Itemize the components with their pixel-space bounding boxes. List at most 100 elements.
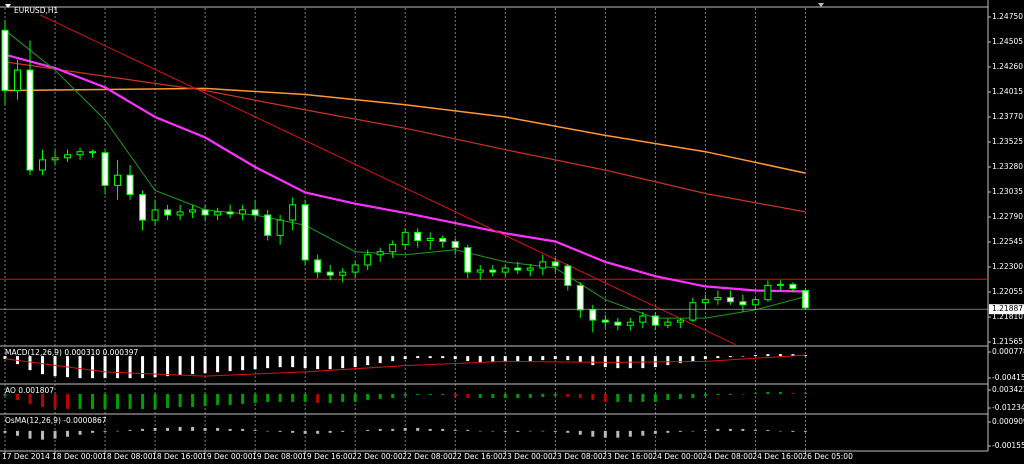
histogram-bar — [116, 393, 120, 409]
histogram-bar — [678, 356, 682, 364]
histogram-bar — [791, 392, 795, 394]
candle-body — [601, 319, 609, 323]
y-tick-label: 1.21565 — [992, 337, 1023, 346]
histogram-bar — [378, 428, 382, 431]
y-tick-label: 0.003422 — [992, 385, 1024, 394]
candle-body — [189, 209, 197, 213]
histogram-bar — [53, 430, 57, 439]
candle-body — [614, 321, 622, 326]
histogram-bar — [291, 430, 295, 433]
histogram-bar — [728, 393, 732, 395]
histogram-bar — [53, 356, 57, 377]
histogram-bar — [328, 430, 332, 433]
histogram-bar — [703, 393, 707, 396]
symbol-menu-arrow[interactable] — [5, 4, 11, 8]
histogram-bar — [616, 430, 620, 438]
y-tick-label: 1.23525 — [992, 137, 1023, 146]
histogram-bar — [478, 430, 482, 432]
candle-body — [526, 267, 534, 271]
histogram-bar — [153, 427, 157, 431]
candle-body — [151, 209, 159, 221]
histogram-bar — [441, 393, 445, 395]
histogram-bar — [653, 430, 657, 434]
histogram-bar — [341, 393, 345, 402]
y-tick-label: -0.004155 — [992, 373, 1024, 382]
histogram-bar — [241, 428, 245, 431]
histogram-bar — [41, 430, 45, 440]
candle-body — [576, 284, 584, 311]
candle-body — [514, 267, 522, 271]
histogram-bar — [291, 393, 295, 402]
candle-body — [26, 69, 34, 171]
histogram-bar — [528, 430, 532, 432]
y-tick-label: 1.22300 — [992, 262, 1023, 271]
histogram-bar — [641, 430, 645, 436]
histogram-bar — [178, 356, 182, 376]
histogram-bar — [328, 393, 332, 403]
candle-body — [714, 297, 722, 301]
candle-body — [239, 209, 247, 215]
candle-body — [201, 209, 209, 216]
y-tick-label: 1.24015 — [992, 87, 1023, 96]
histogram-bar — [716, 428, 720, 431]
histogram-bar — [303, 356, 307, 369]
histogram-bar — [203, 356, 207, 374]
indicator-line — [4, 53, 806, 293]
histogram-bar — [766, 429, 770, 431]
histogram-bar — [641, 393, 645, 402]
candle-body — [14, 69, 22, 91]
candle-body — [789, 283, 797, 289]
y-tick-label: 1.22055 — [992, 287, 1023, 296]
histogram-bar — [728, 428, 732, 431]
histogram-bar — [766, 354, 770, 357]
histogram-bar — [741, 428, 745, 431]
candle-body — [701, 299, 709, 304]
histogram-bar — [516, 393, 520, 398]
candle-body — [501, 267, 509, 273]
candle-body — [451, 241, 459, 249]
histogram-bar — [28, 356, 32, 371]
histogram-bar — [553, 356, 557, 360]
shift-marker[interactable] — [818, 3, 824, 7]
histogram-bar — [778, 391, 782, 394]
histogram-bar — [41, 356, 45, 375]
histogram-bar — [591, 356, 595, 366]
histogram-bar — [478, 356, 482, 363]
candle-body — [776, 283, 784, 286]
histogram-bar — [691, 356, 695, 362]
histogram-bar — [166, 427, 170, 431]
histogram-bar — [178, 426, 182, 431]
histogram-bar — [666, 356, 670, 366]
histogram-bar — [341, 430, 345, 432]
histogram-bar — [391, 393, 395, 398]
candle-body — [489, 269, 497, 273]
histogram-bar — [128, 393, 132, 409]
x-tick-label: 23 Dec 00:00 — [502, 452, 553, 461]
histogram-bar — [716, 356, 720, 359]
candle-body — [414, 231, 422, 241]
histogram-bar — [66, 430, 70, 437]
histogram-bar — [603, 356, 607, 368]
y-tick-label: 1.23035 — [992, 187, 1023, 196]
histogram-bar — [491, 393, 495, 398]
histogram-bar — [253, 393, 257, 403]
histogram-bar — [691, 393, 695, 398]
candle-body — [564, 265, 572, 286]
histogram-bar — [228, 428, 232, 431]
y-tick-label: 0.000778 — [992, 347, 1024, 356]
candle-body — [126, 174, 134, 196]
histogram-bar — [3, 393, 7, 396]
histogram-bar — [391, 428, 395, 431]
y-tick-label: 1.24750 — [992, 12, 1023, 21]
last-price-box — [989, 304, 1024, 315]
histogram-bar — [503, 393, 507, 398]
histogram-bar — [616, 393, 620, 402]
histogram-bar — [428, 428, 432, 431]
histogram-bar — [278, 356, 282, 368]
indicator-title: MACD(12,26,9) 0.000310 0.000397 — [5, 348, 139, 357]
histogram-bar — [366, 393, 370, 400]
candle-body — [376, 251, 384, 256]
histogram-bar — [466, 429, 470, 431]
candle-body — [276, 219, 284, 236]
